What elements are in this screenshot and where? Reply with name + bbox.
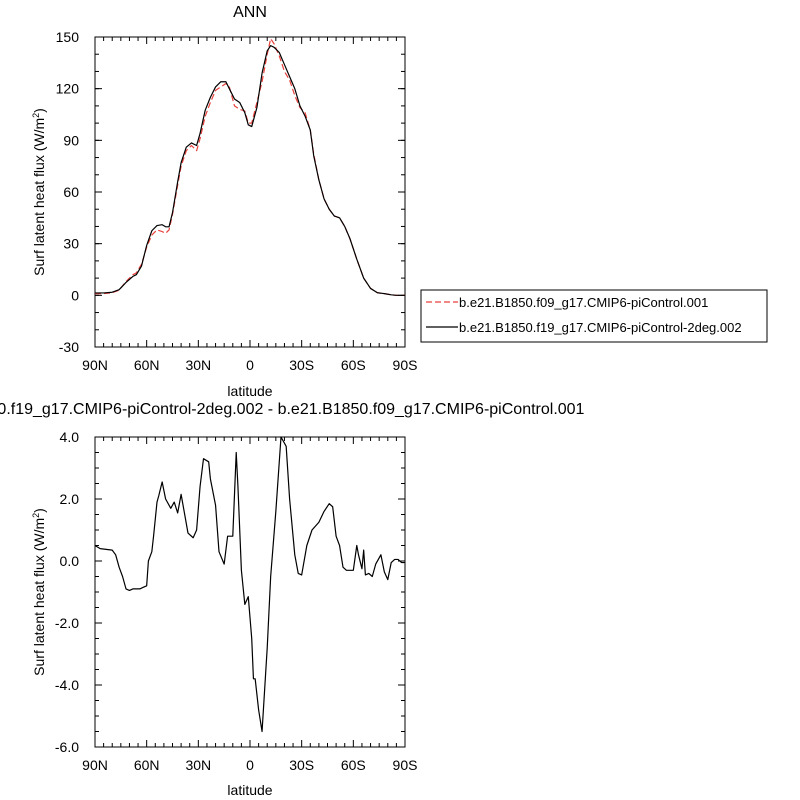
top-y-tick-label: -30 xyxy=(59,339,79,355)
bottom-x-tick-label: 30N xyxy=(185,757,211,773)
bottom-y-tick-label: -2.0 xyxy=(55,615,79,631)
bottom-chart-title: b.e21.B1850.f19_g17.CMIP6-piControl-2deg… xyxy=(0,401,585,418)
bottom-y-label-main: Surf latent heat flux (W/m xyxy=(31,518,47,676)
bottom-y-tick-label: 4.0 xyxy=(60,429,80,445)
top-y-label-main: Surf latent heat flux (W/m xyxy=(31,118,47,276)
top-y-tick-label: 60 xyxy=(63,184,79,200)
bottom-plot-frame xyxy=(94,436,406,748)
top-x-tick-label: 30S xyxy=(289,357,314,373)
top-y-label-end: ) xyxy=(31,108,47,113)
bottom-x-tick-label: 30S xyxy=(289,757,314,773)
legend-box xyxy=(420,289,768,343)
top-plot-frame xyxy=(94,36,406,348)
top-x-tick-label: 90S xyxy=(393,357,418,373)
top-x-tick-label: 0 xyxy=(246,357,254,373)
bottom-x-tick-label: 90N xyxy=(82,757,108,773)
bottom-x-tick-label: 90S xyxy=(393,757,418,773)
bottom-y-label-sup: 2 xyxy=(31,513,41,518)
bottom-y-tick-label: 2.0 xyxy=(60,491,80,507)
top-x-tick-label: 90N xyxy=(82,357,108,373)
top-y-tick-label: 150 xyxy=(56,29,80,45)
bottom-x-axis-label: latitude xyxy=(227,782,272,798)
top-series-line-1 xyxy=(95,45,405,296)
top-series-line-0 xyxy=(95,38,405,296)
bottom-x-tick-label: 0 xyxy=(246,757,254,773)
top-x-tick-label: 30N xyxy=(185,357,211,373)
bottom-y-tick-label: -6.0 xyxy=(55,739,79,755)
bottom-series-lines xyxy=(94,436,405,733)
top-y-tick-label: 90 xyxy=(63,132,79,148)
top-y-axis-label: Surf latent heat flux (W/m2) xyxy=(31,108,47,276)
bottom-y-tick-label: -4.0 xyxy=(55,677,79,693)
top-x-axis-label: latitude xyxy=(227,383,272,399)
top-y-tick-label: 120 xyxy=(56,81,80,97)
legend-label-f19: b.e21.B1850.f19_g17.CMIP6-piControl-2deg… xyxy=(459,320,742,335)
bottom-axes: 90N 60N 30N 0 30S 60S 90S -6.0 -4.0 -2.0 0.0 2.0 4.0 xyxy=(55,429,418,773)
top-panel: ANN 90N 60N 30N 0 30S 60S 90S-300306090120150 … xyxy=(31,4,417,399)
bottom-y-label-end: ) xyxy=(31,508,47,513)
legend-label-f09: b.e21.B1850.f09_g17.CMIP6-piControl.001 xyxy=(459,295,708,310)
bottom-x-tick-label: 60S xyxy=(341,757,366,773)
top-series-lines xyxy=(95,38,405,296)
top-y-tick-label: 0 xyxy=(71,287,79,303)
bottom-panel: b.e21.B1850.f19_g17.CMIP6-piControl-2deg… xyxy=(0,401,585,798)
bottom-series-line-0 xyxy=(94,436,405,733)
top-x-tick-label: 60N xyxy=(134,357,160,373)
top-y-label-sup: 2 xyxy=(31,113,41,118)
legend: b.e21.B1850.f09_g17.CMIP6-piControl.001 … xyxy=(420,289,768,343)
bottom-x-tick-label: 60N xyxy=(134,757,160,773)
top-y-tick-label: 30 xyxy=(63,236,79,252)
top-axes: 90N 60N 30N 0 30S 60S 90S -30 0 30 60 90 120 150 xyxy=(56,29,418,373)
top-chart-title: ANN xyxy=(233,4,267,21)
top-x-tick-label: 60S xyxy=(341,357,366,373)
bottom-y-tick-label: 0.0 xyxy=(60,553,80,569)
bottom-y-axis-label: Surf latent heat flux (W/m2) xyxy=(31,508,47,676)
